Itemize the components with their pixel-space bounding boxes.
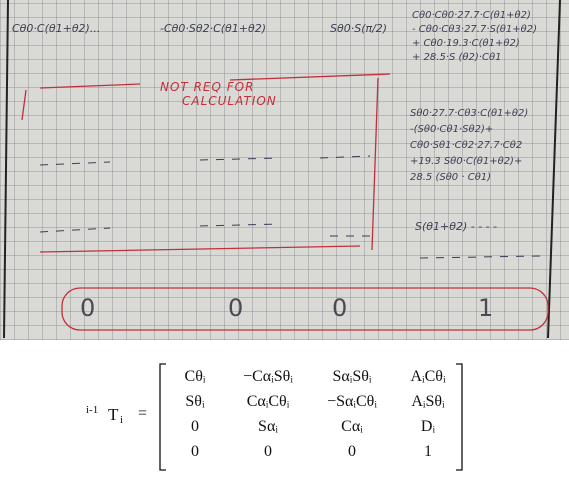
red-stroke <box>371 77 379 251</box>
note-text: Cθ0·C(θ1+θ2)... <box>12 22 101 35</box>
note-text: + Cθ0·19.3·C(θ1+θ2) <box>412 38 520 49</box>
note-text: +19.3 Sθ0·C(θ1+θ2)+ <box>410 156 523 167</box>
matrix-bracket <box>159 363 166 471</box>
matrix-cell: −SαᵢCθᵢ <box>327 393 377 410</box>
red-note: NOT REQ FOR <box>160 80 255 94</box>
dash <box>199 223 281 227</box>
matrix-cell: −CαᵢSθᵢ <box>243 368 293 385</box>
dash <box>319 155 371 159</box>
note-text: -Cθ0·Sθ2·C(θ1+θ2) <box>160 22 267 35</box>
matrix-cell: SαᵢSθᵢ <box>332 368 372 385</box>
dash <box>39 227 111 233</box>
red-stroke <box>21 89 27 121</box>
dash <box>39 161 111 166</box>
grid-paper-photo <box>0 0 569 340</box>
note-text: - Cθ0·Cθ3·27.7·S(θ1+θ2) <box>412 24 538 35</box>
matrix-cell: 0 <box>191 418 199 435</box>
superscript: i-1 <box>86 404 99 416</box>
matrix-entry: 0 <box>80 294 96 322</box>
equals: = <box>138 405 148 422</box>
note-text: Sθ0·27.7·Cθ3·C(θ1+θ2) <box>410 108 529 119</box>
matrix-cell: 0 <box>191 443 199 460</box>
dash <box>419 255 541 259</box>
matrix-bracket <box>456 363 463 471</box>
matrix-cell: CαᵢCθᵢ <box>246 393 290 410</box>
matrix-cell: Dᵢ <box>420 418 436 435</box>
subscript: i <box>120 414 124 426</box>
note-text: Cθ0·Sθ1·Cθ2·27.7·Cθ2 <box>410 140 523 151</box>
red-stroke <box>229 73 391 81</box>
note-text: Cθ0·Cθ0·27.7·C(θ1+θ2) <box>412 10 531 21</box>
matrix-cell: 0 <box>264 443 272 460</box>
red-note: CALCULATION <box>182 94 277 108</box>
red-outline <box>61 287 549 331</box>
note-text: + 28.5·S (θ2)·Cθ1 <box>412 52 502 63</box>
dash <box>199 157 281 161</box>
matrix-cell: AᵢSθᵢ <box>411 393 445 410</box>
matrix-entry: 0 <box>332 294 348 322</box>
matrix-cell: Sαᵢ <box>258 418 278 435</box>
red-stroke <box>39 83 141 89</box>
note-text: -(Sθ0·Cθ1·Sθ2)+ <box>410 124 494 135</box>
matrix-cell: AᵢCθᵢ <box>410 368 446 385</box>
matrix-entry: 0 <box>228 294 244 322</box>
paper-edge <box>547 0 561 339</box>
note-text: S(θ1+θ2) - - - - <box>415 220 498 233</box>
matrix-entry: 1 <box>478 294 494 322</box>
matrix-cell: Cθᵢ <box>184 368 206 385</box>
matrix-cell: 1 <box>424 443 432 460</box>
paper-edge <box>3 0 9 339</box>
note-text: 28.5 (Sθ0 · Cθ1) <box>410 172 492 183</box>
matrix-cell: Cαᵢ <box>341 418 363 435</box>
matrix-cell: Sθᵢ <box>185 393 205 410</box>
symbol: T <box>108 405 119 424</box>
note-text: Sθ0·S(π/2) <box>330 22 388 35</box>
red-stroke <box>39 245 361 253</box>
matrix-cell: 0 <box>348 443 356 460</box>
